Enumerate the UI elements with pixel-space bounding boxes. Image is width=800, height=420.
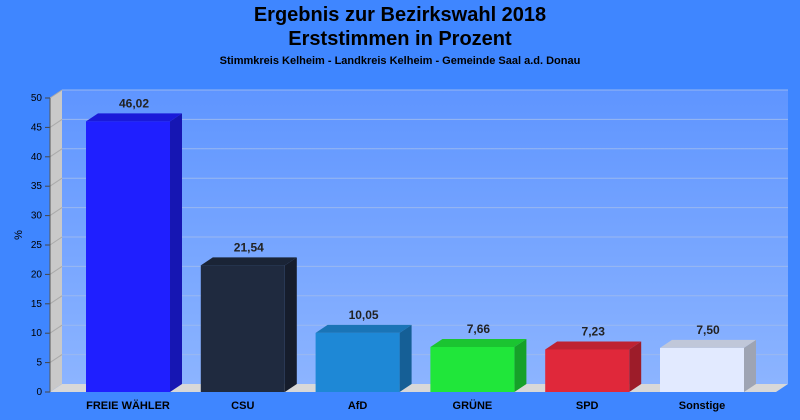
x-category-label: CSU: [231, 400, 254, 412]
x-category-label: Sonstige: [679, 400, 725, 412]
bar-side: [284, 257, 297, 392]
x-category-label: GRÜNE: [453, 399, 493, 412]
bar-value-label: 7,50: [696, 323, 720, 337]
x-category-label: SPD: [576, 400, 599, 412]
gridline-side: [49, 354, 63, 364]
gridline-side: [49, 207, 63, 217]
y-tick-label: 25: [31, 240, 43, 251]
gridline-side: [49, 324, 63, 334]
bar: [545, 349, 630, 392]
y-tick-label: 45: [31, 122, 43, 133]
gridline-side: [49, 295, 63, 305]
gridline-side: [49, 236, 63, 246]
chart-title: Ergebnis zur Bezirkswahl 2018: [253, 4, 547, 26]
bar-top: [660, 339, 756, 348]
x-category-label: AfD: [348, 400, 368, 412]
bar-side: [514, 338, 527, 392]
y-tick-label: 20: [31, 269, 43, 280]
bar-value-label: 7,66: [467, 322, 491, 336]
y-tick-label: 40: [31, 152, 43, 163]
gridline-side: [49, 148, 63, 158]
bar: [200, 265, 285, 392]
bar: [430, 346, 515, 392]
bar-side: [629, 341, 642, 392]
y-tick-label: 5: [36, 358, 42, 369]
bar-top: [200, 257, 297, 266]
bar-side: [399, 324, 412, 392]
y-tick-label: 10: [31, 328, 43, 339]
gridline-side: [49, 177, 63, 187]
chart-subtitle: Stimmkreis Kelheim - Landkreis Kelheim -…: [219, 55, 581, 67]
gridline-side: [49, 118, 63, 128]
bar-value-label: 21,54: [234, 240, 264, 254]
gridline-side: [49, 265, 63, 275]
bar-top: [545, 341, 642, 350]
gridline-side: [49, 89, 63, 99]
bar-side: [744, 339, 756, 392]
bar-top: [430, 338, 527, 347]
y-tick-label: 35: [31, 181, 43, 192]
bar: [315, 332, 400, 392]
y-tick-label: 0: [36, 387, 42, 398]
x-category-label: FREIE WÄHLER: [86, 399, 170, 412]
bar-value-label: 7,23: [582, 324, 606, 338]
chart-title-line-2: Erststimmen in Prozent: [288, 28, 512, 50]
bar-top: [86, 113, 182, 122]
y-tick-label: 30: [31, 211, 43, 222]
bar-side: [170, 113, 182, 392]
y-tick-label: 15: [31, 299, 43, 310]
bar: [86, 121, 170, 392]
bar-value-label: 46,02: [119, 96, 149, 110]
y-tick-label: 50: [31, 93, 43, 104]
bar-value-label: 10,05: [349, 308, 379, 322]
bar: [660, 347, 744, 392]
bar-top: [315, 324, 412, 333]
y-axis-label: %: [13, 230, 25, 240]
